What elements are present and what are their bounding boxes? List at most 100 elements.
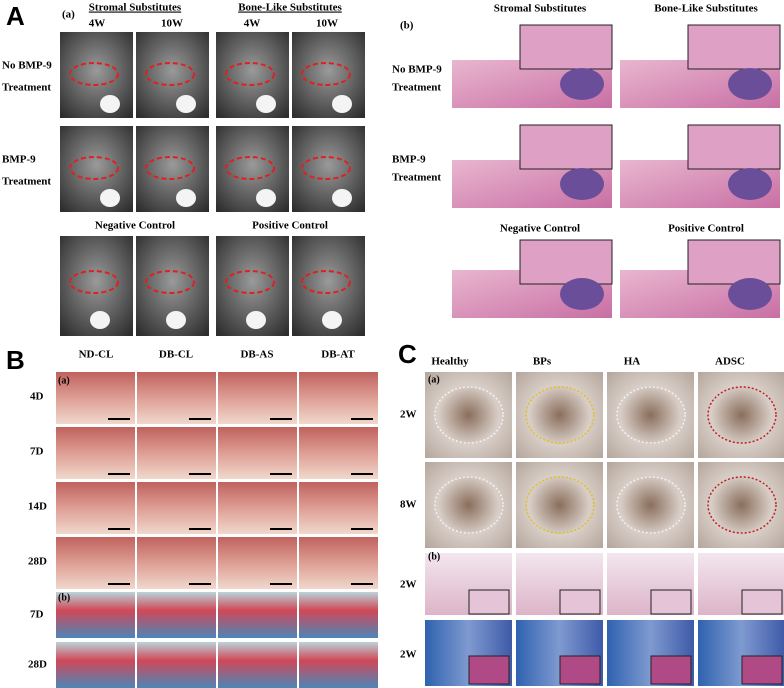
tissue [560, 168, 604, 200]
histology-image [218, 642, 297, 688]
column-label: 4W [244, 18, 261, 30]
tissue [728, 278, 772, 310]
tissue [560, 278, 604, 310]
tissue [560, 68, 604, 100]
row-label: BMP-9 [2, 154, 36, 166]
ct-image [216, 32, 289, 118]
control-label: Positive Control [252, 220, 328, 232]
region-outline [434, 476, 504, 534]
region-outline [525, 386, 595, 444]
clinical-photo [137, 537, 216, 589]
region-outline [69, 62, 119, 86]
region-outline [225, 270, 275, 294]
joint-photo [698, 462, 784, 548]
tooth [256, 189, 276, 207]
histology-inset [519, 239, 613, 285]
ct-image [216, 126, 289, 212]
tooth [246, 311, 266, 329]
histology-inset [741, 655, 783, 685]
part-label: (a) [62, 9, 75, 21]
joint-photo [607, 372, 694, 458]
histology-inset [468, 589, 510, 615]
clinical-photo [56, 482, 135, 534]
row-label: No BMP-9 [2, 60, 52, 72]
column-label: DB-AS [240, 349, 273, 361]
row-label: 2W [400, 649, 417, 661]
tooth [166, 311, 186, 329]
column-label: ADSC [715, 356, 745, 368]
region-outline [301, 156, 351, 180]
images [56, 24, 784, 688]
column-label: 10W [161, 18, 183, 30]
tooth [176, 95, 196, 113]
region-outline [145, 62, 195, 86]
clinical-photo [137, 482, 216, 534]
region-outline [225, 62, 275, 86]
region-outline [69, 270, 119, 294]
clinical-photo [299, 482, 378, 534]
group-label: Stromal Substitutes [494, 3, 587, 15]
histology-inset [559, 655, 601, 685]
panel-letter: A [6, 1, 25, 31]
tooth [90, 311, 110, 329]
tooth [100, 95, 120, 113]
control-label: Negative Control [95, 220, 175, 232]
tooth [100, 189, 120, 207]
row-label: Treatment [392, 172, 441, 184]
histology-inset [519, 24, 613, 70]
clinical-photo [299, 372, 378, 424]
joint-photo [607, 462, 694, 548]
joint-photo [698, 372, 784, 458]
tooth [322, 311, 342, 329]
tooth [176, 189, 196, 207]
joint-photo [516, 372, 603, 458]
histology-inset [687, 239, 781, 285]
histology-inset [687, 124, 781, 170]
region-outline [301, 62, 351, 86]
clinical-photo [137, 427, 216, 479]
ct-image [292, 32, 365, 118]
row-label: 2W [400, 579, 417, 591]
part-label: (a) [58, 375, 70, 386]
joint-photo [425, 462, 512, 548]
tooth [332, 95, 352, 113]
histology-inset [468, 655, 510, 685]
row-label: 7D [30, 446, 44, 458]
region-outline [616, 476, 686, 534]
group-label: Bone-Like Substitutes [238, 2, 342, 14]
histology-image [299, 642, 378, 688]
part-label: (b) [400, 20, 414, 32]
tissue [728, 68, 772, 100]
ct-image [136, 32, 209, 118]
histology-inset [687, 24, 781, 70]
column-label: BPs [533, 356, 552, 368]
histology-image [137, 592, 216, 638]
row-label: Treatment [2, 176, 51, 188]
histology-image [56, 642, 135, 688]
histology-image [299, 592, 378, 638]
column-label: 4W [89, 18, 106, 30]
clinical-photo [56, 537, 135, 589]
group-label: Stromal Substitutes [89, 2, 182, 14]
histology-inset [650, 589, 692, 615]
row-label: Treatment [2, 82, 51, 94]
row-label: 4D [30, 391, 44, 403]
panel-letter: C [398, 339, 417, 369]
clinical-photo [137, 372, 216, 424]
row-label: 8W [400, 499, 417, 511]
tissue [728, 168, 772, 200]
histology-image [56, 592, 135, 638]
row-label: 2W [400, 409, 417, 421]
histology-image [137, 642, 216, 688]
clinical-photo [218, 427, 297, 479]
column-label: 10W [316, 18, 338, 30]
part-label: (a) [428, 374, 440, 385]
control-label: Positive Control [668, 223, 744, 235]
ct-image [60, 126, 133, 212]
ct-image [292, 126, 365, 212]
row-label: 7D [30, 609, 44, 621]
group-label: Bone-Like Substitutes [654, 3, 758, 15]
region-outline [225, 156, 275, 180]
region-outline [707, 386, 777, 444]
